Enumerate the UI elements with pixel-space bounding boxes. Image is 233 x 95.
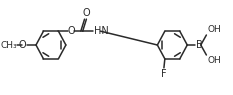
- Text: OH: OH: [207, 25, 221, 34]
- Text: CH₃: CH₃: [0, 40, 17, 49]
- Text: O: O: [68, 26, 75, 36]
- Text: F: F: [161, 69, 167, 79]
- Text: HN: HN: [94, 26, 109, 36]
- Text: O: O: [83, 8, 90, 18]
- Text: OH: OH: [207, 56, 221, 65]
- Text: B: B: [196, 40, 202, 50]
- Text: O: O: [19, 40, 26, 50]
